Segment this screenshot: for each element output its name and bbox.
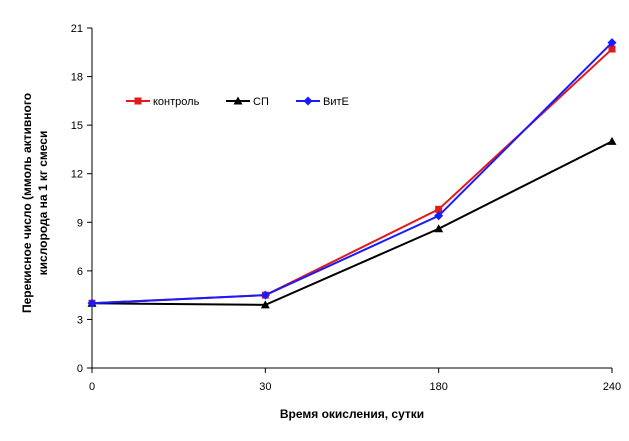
data-point bbox=[608, 45, 616, 53]
x-axis-title: Время окисления, сутки bbox=[280, 407, 424, 421]
y-tick-label: 9 bbox=[77, 217, 83, 229]
series-2 bbox=[87, 38, 617, 308]
series-line bbox=[91, 48, 613, 305]
series-1 bbox=[87, 136, 617, 309]
legend-item: ВитЕ bbox=[296, 96, 349, 108]
series-line bbox=[91, 41, 613, 305]
data-point bbox=[435, 205, 443, 213]
x-tick-label: 0 bbox=[89, 381, 95, 393]
y-tick-label: 6 bbox=[77, 266, 83, 278]
legend-label: контроль bbox=[153, 96, 200, 108]
legend: контроль СП ВитЕ bbox=[126, 96, 349, 108]
data-point bbox=[607, 136, 617, 145]
legend-item: контроль bbox=[126, 96, 200, 108]
legend-swatch-marker bbox=[233, 96, 243, 105]
x-ticks: 0 30 180 240 bbox=[89, 368, 621, 393]
data-point bbox=[434, 211, 444, 221]
legend-swatch-marker bbox=[303, 96, 313, 106]
data-point bbox=[607, 38, 617, 48]
data-point bbox=[260, 300, 270, 309]
x-tick-label: 30 bbox=[259, 381, 271, 393]
y-tick-label: 12 bbox=[71, 169, 83, 181]
series-line bbox=[91, 140, 613, 306]
legend-label: ВитЕ bbox=[323, 96, 349, 108]
x-tick-label: 180 bbox=[429, 381, 447, 393]
y-tick-label: 15 bbox=[71, 120, 83, 132]
y-tick-label: 0 bbox=[77, 363, 83, 375]
y-ticks: 0 3 6 9 12 15 18 21 bbox=[71, 23, 92, 375]
y-tick-label: 21 bbox=[71, 23, 83, 35]
data-point bbox=[260, 290, 270, 300]
legend-label: СП bbox=[253, 96, 269, 108]
y-axis-title-line-1: Перекисное число (ммоль активного bbox=[20, 93, 34, 313]
x-tick-label: 240 bbox=[603, 381, 621, 393]
data-point bbox=[434, 224, 444, 233]
y-tick-label: 18 bbox=[71, 72, 83, 84]
y-tick-label: 3 bbox=[77, 314, 83, 326]
data-point bbox=[87, 298, 97, 308]
legend-item: СП bbox=[226, 96, 269, 108]
y-axis-title-line-2: кислорода на 1 кг смеси bbox=[36, 131, 50, 276]
legend-swatch-marker bbox=[134, 97, 142, 105]
y-axis-title: Перекисное число (ммоль активного кислор… bbox=[20, 93, 50, 313]
series-group bbox=[87, 38, 617, 309]
